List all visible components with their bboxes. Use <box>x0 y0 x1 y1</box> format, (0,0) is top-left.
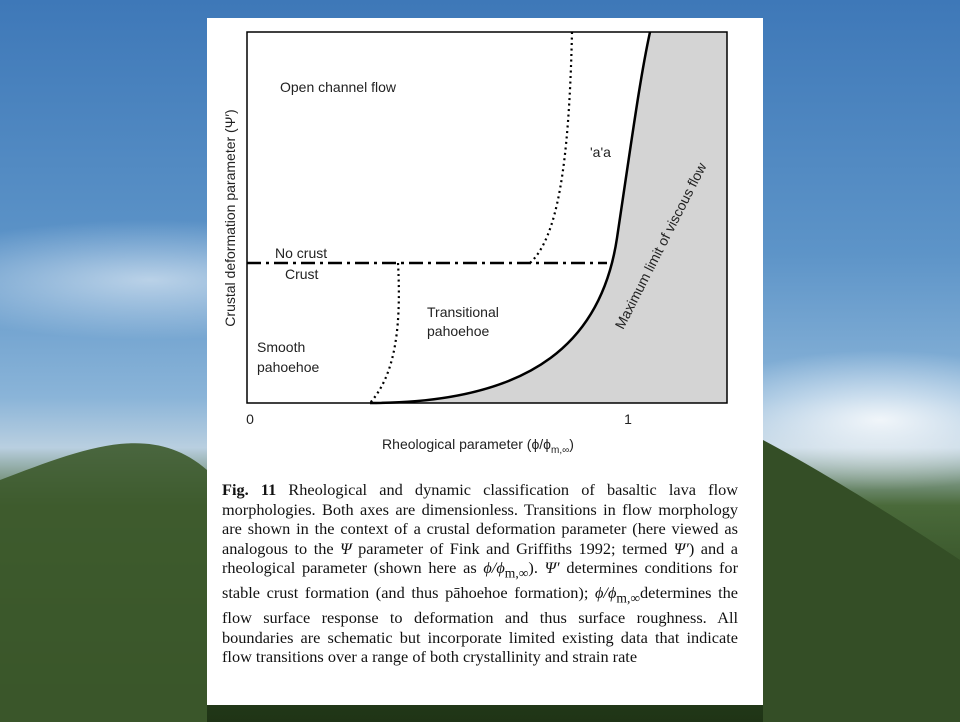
region-label: pahoehoe <box>257 359 320 375</box>
region-label: Crust <box>285 266 319 282</box>
symbol: Ψ′ <box>545 558 560 577</box>
symbol: ϕ/ϕ <box>483 558 504 577</box>
region-label: 'a'a <box>590 144 611 160</box>
x-axis-label-text: ) <box>569 436 574 452</box>
region-label: Open channel flow <box>280 79 397 95</box>
symbol: ϕ/ϕ <box>595 583 616 602</box>
x-axis-label-text: Rheological parameter (ϕ/ϕ <box>382 436 551 452</box>
region-label: Transitional <box>427 304 499 320</box>
smooth-boundary <box>370 263 399 403</box>
x-tick-label: 1 <box>624 411 632 427</box>
diagram: Open channel flow 'a'a No crust Crust Tr… <box>207 18 763 478</box>
x-axis-label: Rheological parameter (ϕ/ϕm,∞) <box>382 436 574 456</box>
region-label: Smooth <box>257 339 305 355</box>
caption: Fig. 11 Rheological and dynamic classifi… <box>222 480 738 667</box>
slide: Open channel flow 'a'a No crust Crust Tr… <box>0 0 960 722</box>
symbol: Ψ <box>340 539 351 558</box>
caption-text: ). <box>528 558 544 577</box>
x-axis-label-sub: m,∞ <box>551 445 569 456</box>
y-axis-label: Crustal deformation parameter (Ψ′) <box>222 109 238 326</box>
region-label: No crust <box>275 245 327 261</box>
symbol-sub: m,∞ <box>505 566 529 581</box>
region-label: pahoehoe <box>427 323 490 339</box>
x-tick-label: 0 <box>246 411 254 427</box>
aa-boundary <box>530 32 572 263</box>
symbol-sub: m,∞ <box>616 590 640 605</box>
caption-text: parameter of Fink and Griffiths 1992; te… <box>352 539 674 558</box>
symbol: Ψ′ <box>674 539 689 558</box>
figure-panel: Open channel flow 'a'a No crust Crust Tr… <box>207 18 763 705</box>
caption-label: Fig. 11 <box>222 480 276 499</box>
